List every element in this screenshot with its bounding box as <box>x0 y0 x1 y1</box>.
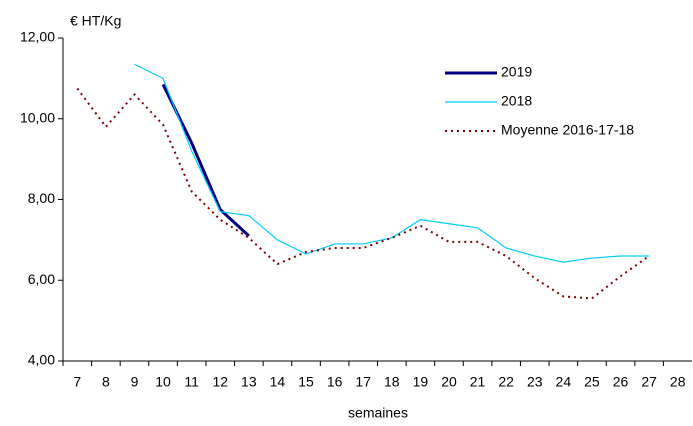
x-tick-label: 22 <box>498 374 514 390</box>
x-tick-label: 28 <box>670 374 686 390</box>
legend-label: 2019 <box>501 64 532 80</box>
y-tick-label: 4,00 <box>28 352 55 368</box>
x-tick-label: 17 <box>355 374 371 390</box>
line-series <box>76 87 650 300</box>
y-tick-label: 8,00 <box>28 190 55 206</box>
x-tick-label: 9 <box>131 374 139 390</box>
x-tick-label: 21 <box>470 374 486 390</box>
x-tick-label: 26 <box>613 374 629 390</box>
x-tick-label: 8 <box>102 374 110 390</box>
line-series <box>161 83 250 237</box>
x-tick-label: 13 <box>241 374 257 390</box>
x-tick-label: 27 <box>641 374 657 390</box>
y-tick-label: 10,00 <box>20 109 55 125</box>
y-tick-label: 6,00 <box>28 271 55 287</box>
x-tick-label: 23 <box>527 374 543 390</box>
legend-label: Moyenne 2016-17-18 <box>501 122 634 138</box>
x-tick-label: 16 <box>327 374 343 390</box>
y-tick-label: 12,00 <box>20 29 55 45</box>
x-tick-label: 10 <box>155 374 171 390</box>
line-series <box>134 63 650 263</box>
x-tick-label: 25 <box>584 374 600 390</box>
legend-label: 2018 <box>501 93 532 109</box>
x-tick-label: 18 <box>384 374 400 390</box>
x-tick-label: 14 <box>270 374 286 390</box>
x-tick-label: 19 <box>413 374 429 390</box>
x-tick-label: 15 <box>298 374 314 390</box>
x-axis-label: semaines <box>348 405 408 421</box>
x-tick-label: 20 <box>441 374 457 390</box>
y-axis-label: € HT/Kg <box>70 13 121 29</box>
x-tick-label: 11 <box>184 374 199 390</box>
x-tick-label: 24 <box>556 374 572 390</box>
x-tick-label: 7 <box>73 374 81 390</box>
x-tick-label: 12 <box>212 374 228 390</box>
